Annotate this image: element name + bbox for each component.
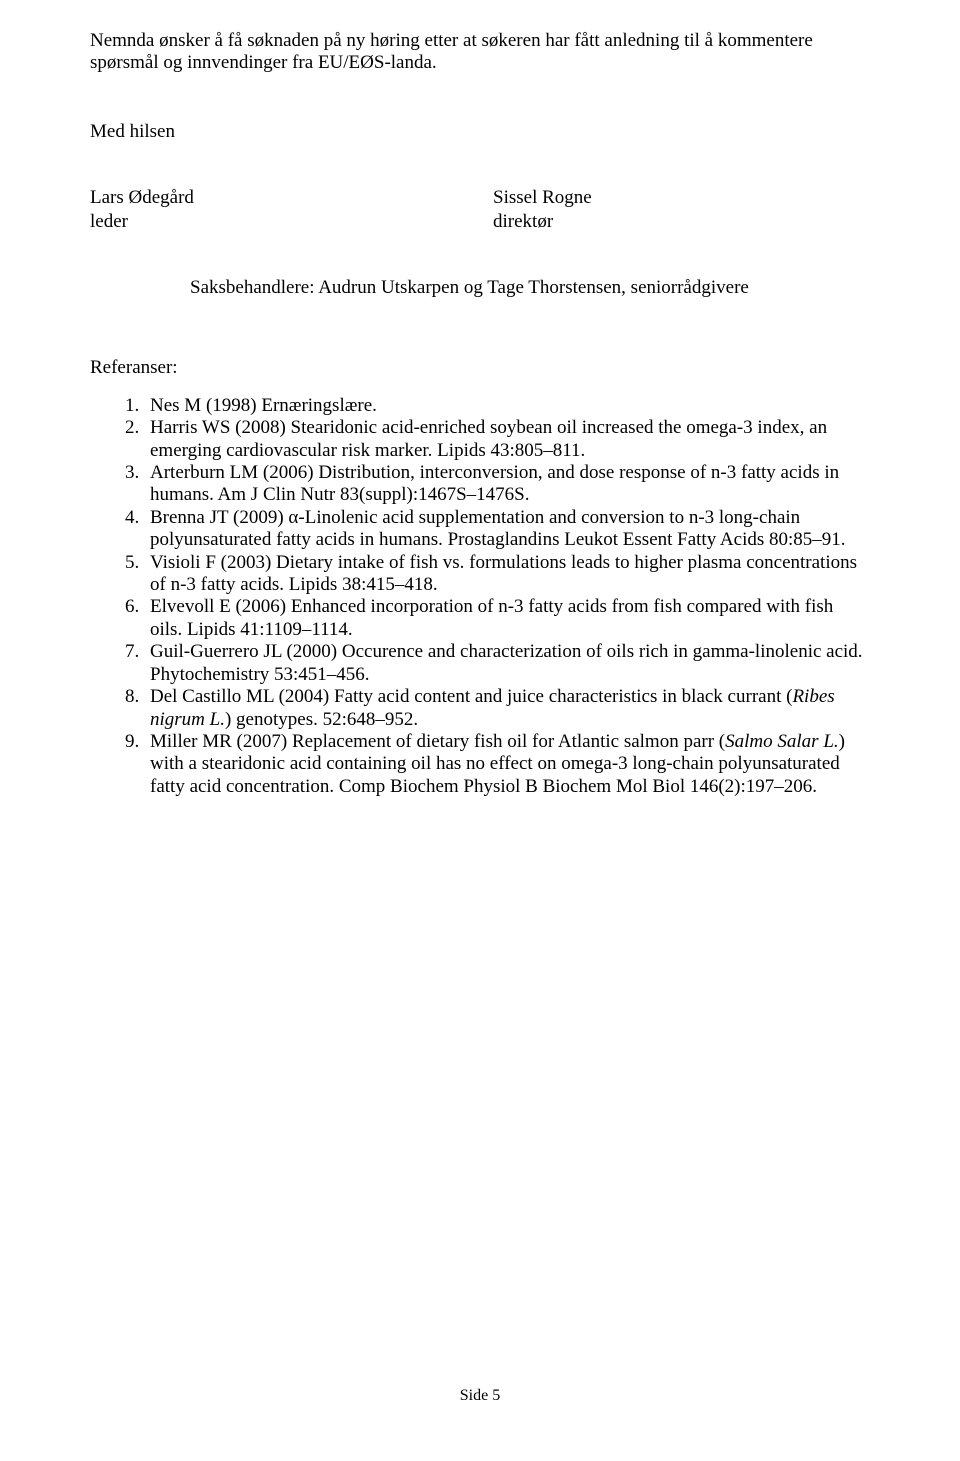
page-footer: Side 5 [0, 1387, 960, 1405]
references-heading: Referanser: [90, 357, 870, 379]
signature-block: Lars Ødegård Sissel Rogne leder direktør [90, 187, 870, 233]
intro-paragraph: Nemnda ønsker å få søknaden på ny høring… [90, 30, 870, 75]
document-page: Nemnda ønsker å få søknaden på ny høring… [0, 0, 960, 1461]
reference-item: Elvevoll E (2006) Enhanced incorporation… [144, 596, 870, 641]
signatory-left-title: leder [90, 211, 493, 233]
reference-item: Harris WS (2008) Stearidonic acid-enrich… [144, 417, 870, 462]
signatory-right-name: Sissel Rogne [493, 187, 870, 209]
references-list: Nes M (1998) Ernæringslære. Harris WS (2… [90, 395, 870, 798]
reference-item: Miller MR (2007) Replacement of dietary … [144, 731, 870, 798]
reference-item: Nes M (1998) Ernæringslære. [144, 395, 870, 417]
reference-item: Guil-Guerrero JL (2000) Occurence and ch… [144, 641, 870, 686]
reference-item: Visioli F (2003) Dietary intake of fish … [144, 552, 870, 597]
reference-item: Arterburn LM (2006) Distribution, interc… [144, 462, 870, 507]
signatory-right-title: direktør [493, 211, 870, 233]
species-name: Salmo Salar L. [725, 731, 839, 752]
closing-salutation: Med hilsen [90, 121, 870, 143]
signatory-left-name: Lars Ødegård [90, 187, 493, 209]
reference-item: Del Castillo ML (2004) Fatty acid conten… [144, 686, 870, 731]
reference-item: Brenna JT (2009) α-Linolenic acid supple… [144, 507, 870, 552]
case-handlers: Saksbehandlere: Audrun Utskarpen og Tage… [90, 277, 870, 299]
